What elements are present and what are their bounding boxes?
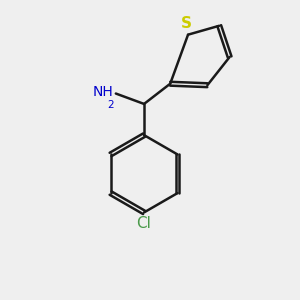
Text: NH: NH <box>93 85 113 99</box>
Text: Cl: Cl <box>136 216 152 231</box>
Text: 2: 2 <box>107 100 113 110</box>
Text: S: S <box>181 16 192 31</box>
